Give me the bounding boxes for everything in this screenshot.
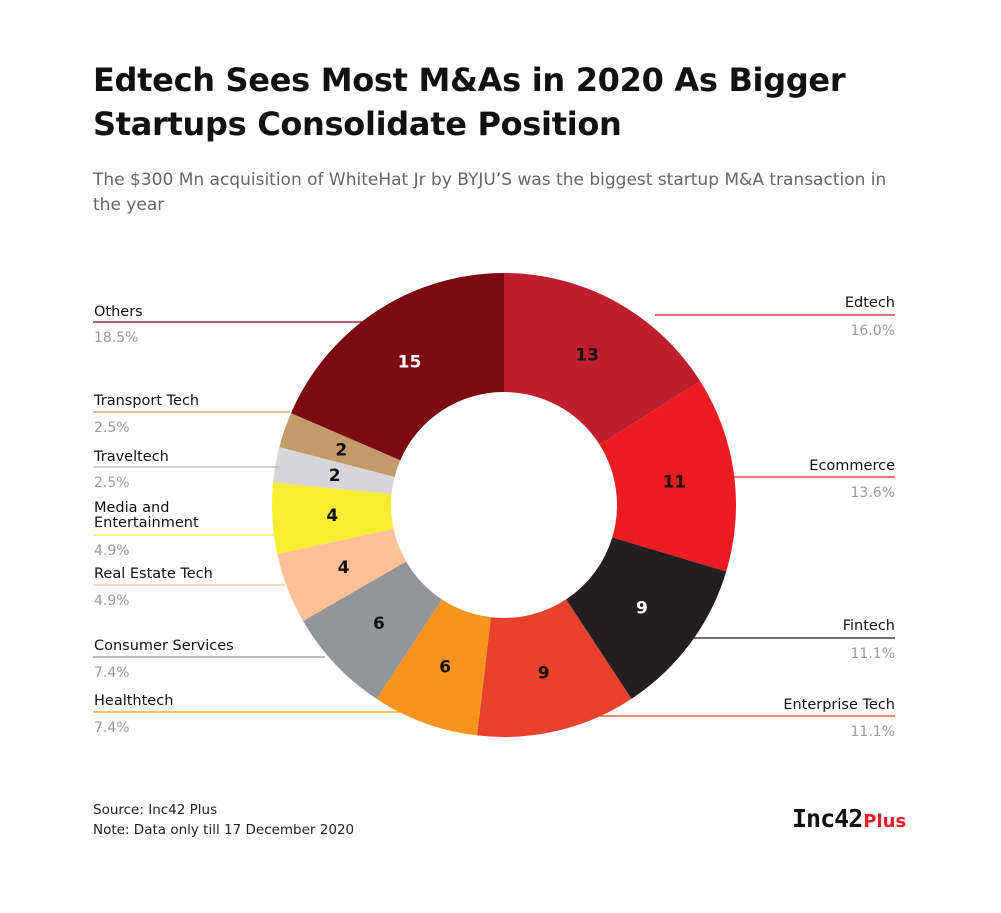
value-label-consumer-services: 6 bbox=[373, 614, 385, 634]
category-name-edtech: Edtech bbox=[845, 295, 895, 311]
data-note: Note: Data only till 17 December 2020 bbox=[93, 822, 355, 838]
slice-edtech bbox=[504, 273, 701, 445]
category-percent-consumer-services: 7.4% bbox=[94, 665, 130, 681]
value-label-fintech: 9 bbox=[636, 599, 648, 619]
category-percent-fintech: 11.1% bbox=[851, 646, 895, 662]
category-name-others: Others bbox=[94, 304, 143, 320]
value-label-real-estate-tech: 4 bbox=[338, 558, 350, 578]
value-label-traveltech: 2 bbox=[329, 466, 341, 486]
donut-slices bbox=[272, 273, 736, 737]
category-percent-healthtech: 7.4% bbox=[94, 720, 130, 736]
slice-others bbox=[290, 273, 504, 461]
chart-title: Edtech Sees Most M&As in 2020 As Bigger … bbox=[93, 61, 846, 143]
category-percent-ecommerce: 13.6% bbox=[851, 485, 895, 501]
chart-subtitle: The $300 Mn acquisition of WhiteHat Jr b… bbox=[93, 170, 887, 215]
category-percent-traveltech: 2.5% bbox=[94, 475, 130, 491]
value-label-transport-tech: 2 bbox=[335, 440, 347, 460]
category-name-ecommerce: Ecommerce bbox=[809, 458, 895, 474]
slice-transport-tech bbox=[279, 413, 401, 477]
category-name-transport-tech: Transport Tech bbox=[93, 393, 199, 409]
source-note: Source: Inc42 Plus bbox=[93, 802, 218, 818]
inc42-plus-logo: Inc42 Plus bbox=[792, 804, 906, 836]
category-name-real-estate-tech: Real Estate Tech bbox=[94, 566, 213, 582]
category-percent-real-estate-tech: 4.9% bbox=[94, 593, 130, 609]
slice-fintech bbox=[566, 537, 727, 699]
footer: Source: Inc42 Plus Note: Data only till … bbox=[93, 800, 354, 840]
slice-real-estate-tech bbox=[277, 528, 407, 621]
slice-value-labels: 13 11 9 9 6 6 4 4 2 2 15 bbox=[326, 345, 686, 683]
value-label-ecommerce: 11 bbox=[663, 473, 687, 493]
category-name-healthtech: Healthtech bbox=[94, 693, 173, 709]
category-name-media-and-entertainment: Media and Entertainment bbox=[94, 500, 199, 531]
category-percent-others: 18.5% bbox=[94, 330, 138, 346]
value-label-healthtech: 6 bbox=[439, 658, 451, 678]
category-percent-media-and-entertainment: 4.9% bbox=[94, 543, 130, 559]
value-label-edtech: 13 bbox=[575, 345, 599, 365]
category-name-traveltech: Traveltech bbox=[93, 449, 169, 465]
slice-enterprise-tech bbox=[477, 599, 632, 737]
category-name-line: Media and bbox=[94, 500, 169, 516]
category-name-line: Entertainment bbox=[94, 515, 199, 531]
slice-healthtech bbox=[376, 599, 491, 736]
slice-media-and-entertainment bbox=[272, 482, 394, 555]
slice-traveltech bbox=[273, 447, 395, 495]
category-name-enterprise-tech: Enterprise Tech bbox=[783, 697, 895, 713]
slice-ecommerce bbox=[599, 381, 736, 572]
category-name-consumer-services: Consumer Services bbox=[94, 638, 234, 654]
logo-inc42-text: Inc42 bbox=[792, 804, 863, 833]
category-name-fintech: Fintech bbox=[843, 618, 895, 634]
category-percent-enterprise-tech: 11.1% bbox=[851, 724, 895, 740]
category-percent-transport-tech: 2.5% bbox=[94, 420, 130, 436]
value-label-others: 15 bbox=[398, 352, 422, 372]
category-labels: Edtech 16.0% Ecommerce 13.6% Fintech 11.1% Ent… bbox=[93, 295, 895, 740]
value-label-enterprise-tech: 9 bbox=[538, 663, 550, 683]
category-percent-edtech: 16.0% bbox=[851, 323, 895, 339]
logo-plus-text: Plus bbox=[863, 811, 907, 832]
value-label-media-and-entertainment: 4 bbox=[326, 506, 338, 526]
slice-consumer-services bbox=[303, 561, 442, 699]
